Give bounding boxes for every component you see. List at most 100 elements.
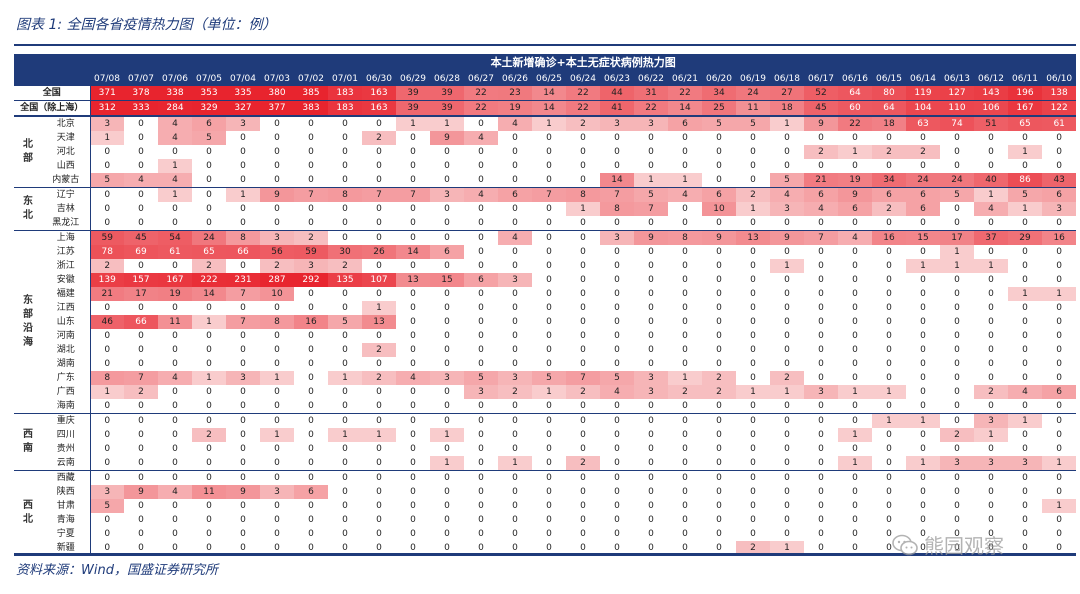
heat-cell: 0: [226, 173, 260, 188]
heat-cell: 1: [430, 428, 464, 442]
heat-cell: 0: [614, 317, 620, 327]
heat-cell: 0: [648, 261, 654, 271]
province-label: 云南: [42, 456, 91, 471]
heat-cell: 0: [342, 289, 348, 299]
heat-cell: 0: [1056, 515, 1063, 525]
heat-cell: 0: [702, 173, 736, 188]
heat-cell: 0: [430, 173, 464, 188]
heat-cell: 0: [138, 303, 144, 313]
heat-cell: 0: [294, 541, 328, 556]
heat-cell: 0: [954, 487, 960, 497]
heat-cell: 9: [634, 230, 668, 245]
heat-cell: 0: [308, 359, 314, 369]
heat-cell: 3: [804, 385, 838, 399]
heat-cell: 0: [580, 233, 586, 243]
heat-cell: 0: [682, 331, 688, 341]
heat-cell: 0: [750, 345, 756, 355]
heat-cell: 335: [226, 86, 260, 101]
heat-cell: 0: [138, 529, 144, 539]
heat-cell: 183: [328, 100, 362, 117]
heat-cell: 0: [464, 541, 498, 556]
heat-cell: 1: [192, 315, 226, 329]
heat-cell: 0: [172, 359, 178, 369]
heat-cell: 44: [600, 86, 634, 101]
heat-cell: 34: [872, 173, 906, 188]
heat-cell: 1: [770, 259, 804, 273]
date-header: 07/03: [260, 72, 294, 86]
province-label: 河北: [42, 145, 91, 159]
heat-cell: 0: [886, 444, 892, 454]
heat-cell: 0: [682, 444, 688, 454]
heat-cell: 0: [328, 173, 362, 188]
heat-cell: 0: [138, 331, 144, 341]
heat-cell: 0: [274, 345, 280, 355]
heat-cell: 0: [376, 289, 382, 299]
heat-cell: 0: [1042, 399, 1077, 414]
province-row: 贵州 0 0 0 0 0 0 0 0 0 0 0 0 0 0 0 0 0 0 0 0 0 0 0 0 0 0 0 0 0: [14, 442, 1076, 456]
heat-cell: 25: [702, 100, 736, 117]
province-row: 天津 1 0 4 5 0 0 0 0 2 0 9 4 0 0 0 0 0 0 0 0 0 0 0 0 0 0 0 0 0: [14, 131, 1076, 145]
province-row: 河北 0 0 0 0 0 0 0 0 0 0 0 0 0 0 0 0 0 0 0 0 0 2 1 2 2 0 0 1 0: [14, 145, 1076, 159]
heat-cell: 0: [1056, 487, 1063, 497]
heat-cell: 139: [90, 273, 124, 287]
heat-cell: 4: [464, 187, 498, 202]
wechat-icon: [892, 534, 918, 555]
heat-cell: 0: [750, 275, 756, 285]
heat-cell: 0: [784, 147, 790, 157]
region-label: 东北: [14, 187, 42, 231]
heat-cell: 0: [410, 289, 416, 299]
heat-cell: 353: [192, 86, 226, 101]
heat-cell: 0: [308, 161, 314, 171]
bottom-rule: [14, 553, 1076, 555]
heat-cell: 0: [750, 444, 756, 454]
heat-cell: 0: [566, 173, 600, 188]
heat-cell: 0: [362, 399, 396, 414]
heat-cell: 0: [376, 487, 382, 497]
heat-cell: 0: [852, 161, 858, 171]
heat-cell: 0: [410, 359, 416, 369]
heat-cell: 1: [940, 259, 974, 273]
heat-cell: 0: [682, 501, 688, 511]
date-header: 07/06: [158, 72, 192, 86]
heat-cell: 30: [328, 245, 362, 259]
heat-cell: 0: [342, 303, 348, 313]
heat-cell: 1: [1042, 287, 1077, 301]
heat-cell: 0: [260, 173, 294, 188]
heat-cell: 0: [784, 161, 790, 171]
header-corner: [14, 54, 90, 72]
heat-cell: 0: [682, 473, 688, 483]
heat-cell: 0: [172, 303, 178, 313]
heat-cell: 0: [410, 416, 416, 426]
heat-cell: 1: [668, 371, 702, 385]
heat-cell: 0: [784, 317, 790, 327]
heat-cell: 0: [512, 303, 518, 313]
heat-cell: 0: [240, 161, 246, 171]
heat-cell: 292: [294, 273, 328, 287]
heat-cell: 4: [498, 230, 532, 245]
heat-cell: 0: [988, 359, 994, 369]
heat-cell: 0: [580, 133, 586, 143]
heat-cell: 0: [376, 119, 382, 129]
date-header: 06/21: [668, 72, 702, 86]
top-rule: [14, 44, 1076, 46]
heat-cell: 0: [546, 345, 552, 355]
heat-cell: 0: [750, 359, 756, 369]
heat-cell: 0: [988, 247, 994, 257]
heat-cell: 6: [906, 202, 940, 216]
heat-cell: 0: [648, 161, 654, 171]
heat-cell: 0: [716, 133, 722, 143]
heat-cell: 5: [90, 173, 124, 188]
heat-cell: 0: [444, 387, 450, 397]
heat-cell: 0: [750, 473, 756, 483]
heat-cell: 1: [736, 202, 770, 216]
province-row: 湖北 0 0 0 0 0 0 0 0 2 0 0 0 0 0 0 0 0 0 0 0 0 0 0 0 0 0 0 0 0: [14, 343, 1076, 357]
heat-cell: 2: [566, 116, 600, 131]
heat-cell: 0: [954, 387, 960, 397]
province-row: 浙江 2 0 0 2 0 2 3 2 0 0 0 0 0 0 0 0 0 0 0 0 1 0 0 0 1 1 1 0 0: [14, 259, 1076, 273]
header-title-row: 本土新增确诊+本土无症状病例热力图: [14, 54, 1077, 72]
heat-cell: 4: [770, 187, 804, 202]
heat-cell: 0: [410, 233, 416, 243]
heat-cell: 0: [988, 317, 994, 327]
heat-cell: 0: [444, 261, 450, 271]
heat-cell: 0: [376, 359, 382, 369]
